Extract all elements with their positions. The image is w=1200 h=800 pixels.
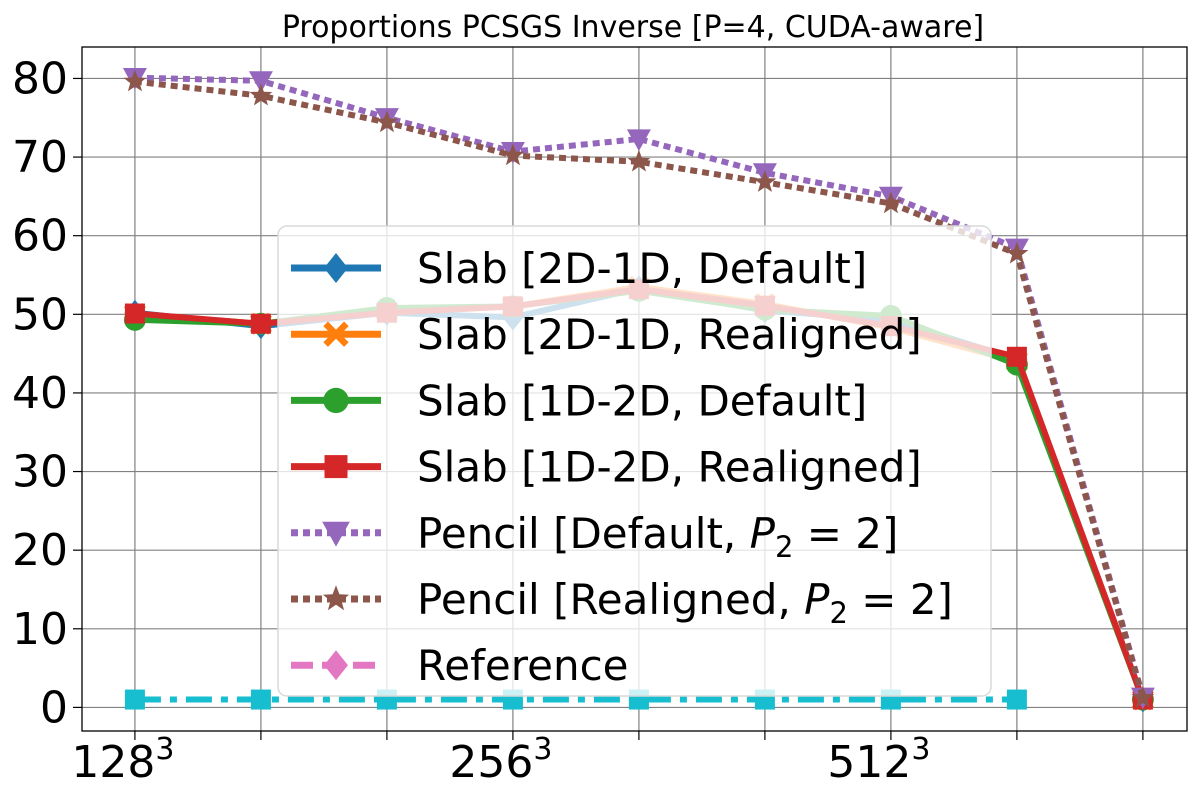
legend-label: Pencil [Default, P2 = 2] <box>417 509 898 564</box>
data-point <box>501 143 525 166</box>
legend-label: Pencil [Realigned, P2 = 2] <box>417 575 953 630</box>
legend-label: Slab [2D-1D, Realigned] <box>417 310 922 359</box>
legend-entry: Slab [2D-1D, Default] <box>291 244 867 293</box>
y-tick-label: 30 <box>12 447 68 498</box>
legend-marker <box>323 387 349 414</box>
data-point <box>123 69 147 92</box>
y-tick-label: 40 <box>12 368 68 419</box>
y-tick-label: 70 <box>12 132 68 183</box>
axes: 0 10 20 30 40 50 60 70 80 1283 2563 5123 <box>12 46 1188 788</box>
data-point <box>753 170 777 192</box>
y-tick-label: 50 <box>12 289 68 340</box>
legend-entry: Slab [2D-1D, Realigned] <box>291 310 922 359</box>
legend-marker <box>322 521 350 547</box>
data-point <box>124 303 145 324</box>
legend-entry: Slab [1D-2D, Realigned] <box>291 443 922 492</box>
chart-title: Proportions PCSGS Inverse [P=4, CUDA-awa… <box>281 10 985 45</box>
data-point <box>627 149 651 172</box>
legend-marker <box>323 321 349 347</box>
data-point <box>1005 241 1029 264</box>
legend-marker <box>322 585 350 611</box>
data-point <box>248 71 273 93</box>
data-point <box>1006 689 1027 710</box>
legend-entry: Slab [1D-2D, Default] <box>291 376 867 425</box>
data-point <box>626 129 651 151</box>
legend-label: Slab [1D-2D, Default] <box>417 376 867 425</box>
legend-label: Slab [1D-2D, Realigned] <box>417 443 922 492</box>
legend: Slab [2D-1D, Default] Slab [2D-1D, Realig… <box>277 225 992 697</box>
data-point <box>250 689 271 710</box>
legend-entry: Pencil [Default, P2 = 2] <box>291 509 898 564</box>
legend-label: Slab [2D-1D, Default] <box>417 244 867 293</box>
x-tick-label: 1283 <box>71 732 174 788</box>
data-point <box>879 191 903 214</box>
data-point <box>1131 686 1155 708</box>
y-tick-label: 60 <box>12 211 68 262</box>
data-point <box>375 110 399 133</box>
legend-marker <box>324 253 348 283</box>
legend-marker <box>324 650 348 681</box>
x-tick-label: 2563 <box>449 732 552 788</box>
legend-entry: Pencil [Realigned, P2 = 2] <box>291 575 953 630</box>
data-point <box>1006 346 1027 367</box>
legend-entry: Reference <box>291 641 629 690</box>
y-tick-label: 20 <box>12 525 68 576</box>
data-point <box>250 313 271 334</box>
data-point <box>249 83 273 106</box>
series-line <box>134 74 1146 699</box>
x-tick-label: 5123 <box>827 732 930 788</box>
y-tick-label: 80 <box>12 53 68 104</box>
legend-box <box>277 225 992 697</box>
legend-label: Reference <box>417 641 629 690</box>
y-tick-label: 0 <box>40 682 68 733</box>
legend-marker <box>324 455 348 479</box>
data-point <box>124 689 145 710</box>
plot-frame <box>81 46 1188 732</box>
y-tick-label: 10 <box>12 604 68 655</box>
